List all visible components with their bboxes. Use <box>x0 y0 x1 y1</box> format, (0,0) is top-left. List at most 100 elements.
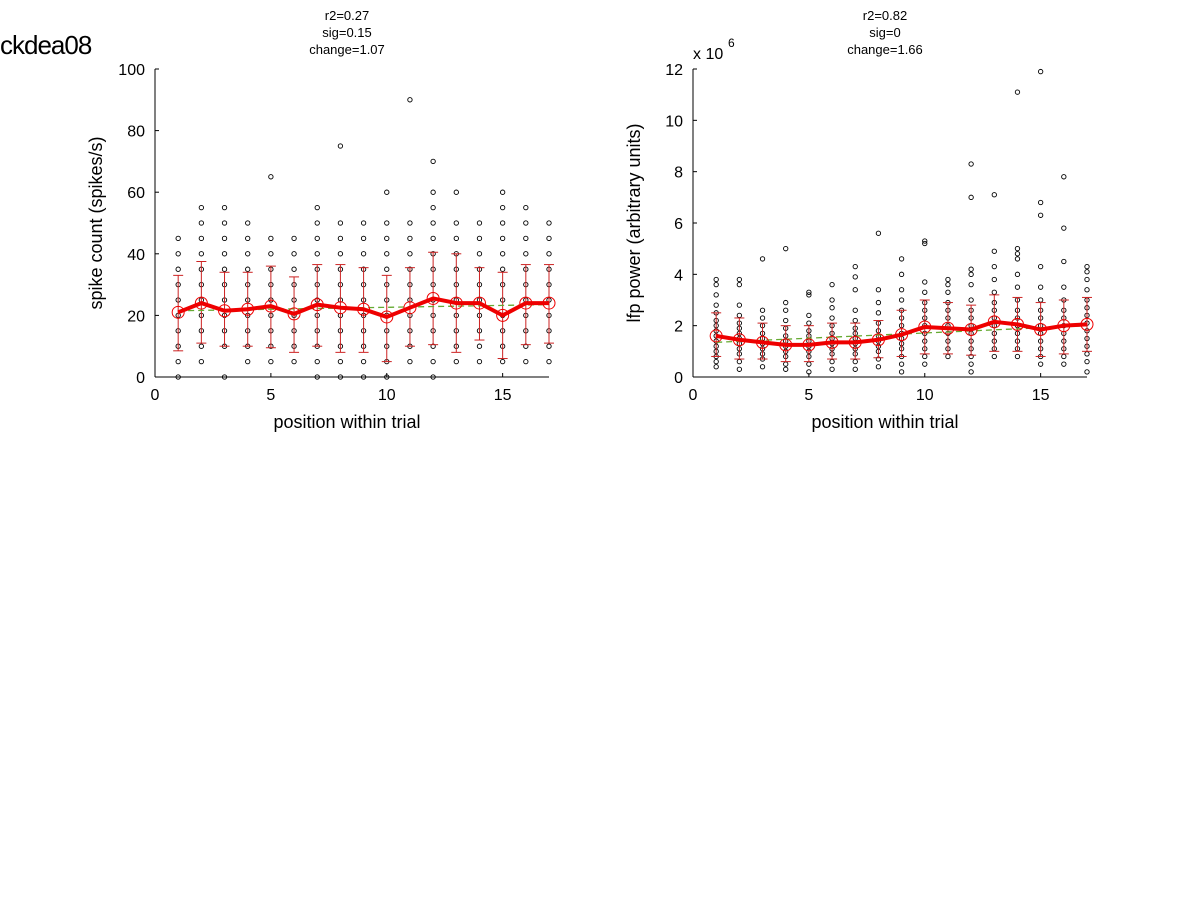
data-point <box>407 358 413 365</box>
data-point <box>175 235 181 242</box>
data-point <box>453 189 459 195</box>
y-axis-label: spike count (spikes/s) <box>86 136 106 309</box>
mean-marker <box>732 333 746 347</box>
data-point <box>991 353 997 360</box>
mean-marker <box>1034 323 1048 337</box>
data-point <box>968 281 974 288</box>
data-point <box>1084 358 1090 365</box>
data-point <box>407 97 413 103</box>
x-tick-label: 15 <box>1032 387 1050 404</box>
data-point <box>806 312 812 319</box>
mean-marker <box>264 299 278 313</box>
y-axis-label: lfp power (arbitrary units) <box>624 123 644 322</box>
mean-marker <box>380 310 394 324</box>
data-point <box>360 251 367 257</box>
data-point <box>546 358 552 365</box>
data-point <box>783 299 789 306</box>
data-point <box>384 374 390 380</box>
mean-line <box>177 296 549 319</box>
data-point <box>852 307 858 313</box>
data-point <box>806 361 812 367</box>
mean-marker <box>1057 319 1071 333</box>
data-point <box>1037 263 1044 270</box>
data-point <box>198 358 205 365</box>
mean-marker <box>542 296 556 310</box>
data-point <box>198 235 205 242</box>
data-point <box>736 366 743 372</box>
data-point <box>221 235 228 242</box>
data-point <box>523 358 529 365</box>
data-point <box>198 204 205 211</box>
data-point <box>713 292 719 298</box>
data-point <box>713 302 719 308</box>
data-point <box>245 235 251 242</box>
x-axis-label: position within trial <box>273 412 420 432</box>
data-point <box>430 189 436 195</box>
data-point <box>476 220 483 226</box>
data-point <box>476 343 483 349</box>
data-point <box>945 289 951 295</box>
data-point <box>898 369 905 375</box>
stat-line: r2=0.27 <box>325 8 369 23</box>
data-point <box>546 220 552 226</box>
mean-marker <box>218 304 232 318</box>
data-point <box>829 358 835 365</box>
data-point <box>245 266 251 272</box>
mean-marker <box>825 335 839 349</box>
data-point <box>314 235 320 242</box>
data-point <box>922 289 928 295</box>
data-point <box>991 263 997 270</box>
data-point <box>875 310 882 316</box>
data-point <box>221 266 228 272</box>
data-point <box>806 320 812 326</box>
data-point <box>407 220 413 226</box>
data-point <box>198 220 205 226</box>
data-point <box>898 297 905 303</box>
data-point <box>1061 174 1067 180</box>
scale-exponent: 6 <box>728 36 735 50</box>
data-point <box>759 315 766 321</box>
data-point <box>476 235 483 242</box>
mean-marker <box>848 335 862 349</box>
data-point <box>384 189 390 195</box>
data-point <box>1061 284 1067 290</box>
data-point <box>221 204 228 211</box>
data-point <box>523 220 529 226</box>
mean-marker <box>194 296 208 310</box>
data-point <box>829 297 835 303</box>
data-point <box>221 251 228 257</box>
data-point <box>713 358 719 365</box>
data-point <box>1061 361 1067 367</box>
mean-marker <box>241 302 255 316</box>
y-tick-label: 0 <box>674 370 683 387</box>
data-point <box>875 299 882 306</box>
data-point <box>1014 271 1021 277</box>
data-point <box>968 194 974 200</box>
mean-marker <box>310 298 324 312</box>
data-point <box>499 358 506 365</box>
data-point <box>783 246 789 252</box>
data-point <box>922 353 928 360</box>
data-point <box>175 266 181 272</box>
data-point <box>713 364 719 370</box>
data-point <box>1037 68 1044 75</box>
data-point <box>499 235 506 242</box>
data-point <box>875 364 882 370</box>
data-point <box>314 374 320 380</box>
data-point <box>291 235 297 242</box>
mean-marker <box>357 302 371 316</box>
data-point <box>360 374 367 380</box>
data-point <box>1037 199 1044 206</box>
data-point <box>221 220 228 226</box>
data-point <box>1084 263 1090 270</box>
data-point <box>1014 353 1021 360</box>
mean-marker <box>802 338 816 352</box>
data-point <box>499 266 506 272</box>
data-point <box>337 220 344 226</box>
data-point <box>175 374 181 380</box>
data-point <box>523 251 529 257</box>
y-tick-label: 40 <box>127 247 145 264</box>
data-point <box>713 276 719 283</box>
mean-marker <box>171 305 185 319</box>
data-point <box>337 143 344 149</box>
